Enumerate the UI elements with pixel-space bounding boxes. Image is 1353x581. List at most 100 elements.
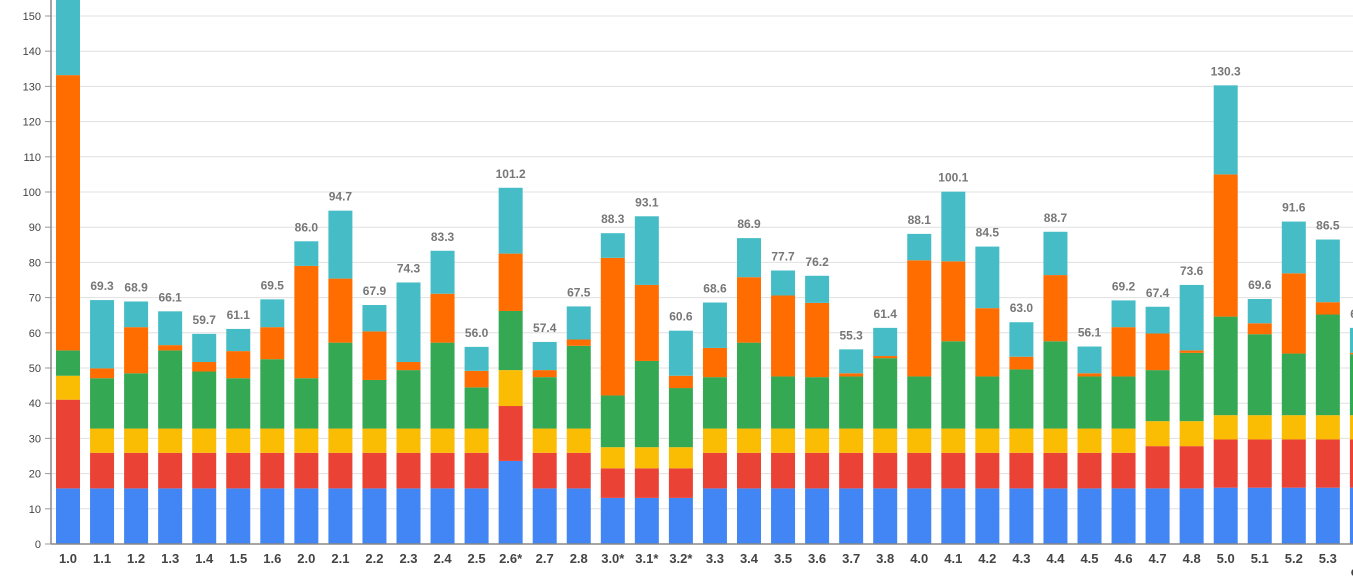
total-data-label: 86.0 xyxy=(295,220,319,234)
bar-segment-series-5 xyxy=(941,261,966,342)
total-data-label: 86.5 xyxy=(1316,219,1340,233)
bar-segment-series-3 xyxy=(158,428,183,453)
bar-segment-series-3 xyxy=(566,428,591,453)
bar-segment-series-3 xyxy=(430,428,455,453)
bar-segment-series-3 xyxy=(668,447,693,469)
bar-segment-series-2 xyxy=(668,468,693,498)
total-data-label: 130.3 xyxy=(1211,64,1241,78)
bar-segment-series-3 xyxy=(56,375,80,400)
bar-segment-series-4 xyxy=(430,342,455,429)
bar-segment-series-4 xyxy=(839,376,864,429)
bar-segment-series-2 xyxy=(805,452,830,489)
total-data-label: 83.3 xyxy=(431,230,455,244)
total-data-label: 68.6 xyxy=(703,282,727,296)
bar-segment-series-5 xyxy=(328,278,353,343)
x-tick-label: 2.6* xyxy=(499,551,523,566)
bar-segment-series-2 xyxy=(362,452,387,489)
bar-segment-series-4 xyxy=(124,373,149,429)
bar-segment-series-6 xyxy=(1043,231,1068,276)
total-data-label: 77.7 xyxy=(771,249,795,263)
bar-segment-series-4 xyxy=(634,360,659,448)
bar-segment-series-1 xyxy=(56,488,80,544)
bar-segment-series-1 xyxy=(396,488,421,544)
y-tick-label: 100 xyxy=(23,187,41,199)
bar-segment-series-6 xyxy=(1077,346,1102,374)
bar-segment-series-4 xyxy=(975,376,1000,429)
bar-segment-series-2 xyxy=(260,452,285,489)
bar-segment-series-1 xyxy=(158,488,183,544)
x-tick-label: 1.5 xyxy=(229,551,247,566)
bar-segment-series-4 xyxy=(600,395,625,448)
x-tick-label: 4.6 xyxy=(1115,551,1133,566)
bar-segment-series-6 xyxy=(158,311,183,346)
x-tick-label: 5.1 xyxy=(1251,551,1269,566)
bar-segment-series-1 xyxy=(1145,488,1170,544)
total-data-label: 60.6 xyxy=(669,310,693,324)
bar-segment-series-5 xyxy=(1077,373,1102,377)
bar-segment-series-6 xyxy=(873,327,898,357)
bar-segment-series-1 xyxy=(634,497,659,544)
bar-segment-series-2 xyxy=(1043,452,1068,489)
bar-segment-series-5 xyxy=(1247,323,1272,335)
x-tick-label: 2.1 xyxy=(331,551,349,566)
bar-segment-series-3 xyxy=(737,428,761,453)
x-tick-label: 5.0 xyxy=(1217,551,1235,566)
bar-segment-series-5 xyxy=(90,368,115,379)
bar-segment-series-6 xyxy=(1111,300,1136,328)
bar-segment-series-2 xyxy=(498,406,523,461)
x-tick-label: 4.2 xyxy=(978,551,996,566)
bar-segment-series-2 xyxy=(873,452,898,489)
bar-segment-series-6 xyxy=(464,346,489,371)
bar-segment-series-6 xyxy=(1179,284,1204,351)
total-data-label: 88.3 xyxy=(601,212,625,226)
data-labels: 69.3 68.9 66.1 59.7 61.1 69.5 86.0 94.7 67.9 74.3… xyxy=(90,64,1353,342)
bar-segment-series-6 xyxy=(124,301,149,328)
total-data-label: 66.1 xyxy=(158,290,182,304)
bar-segment-series-3 xyxy=(192,428,217,453)
bar-segment-series-5 xyxy=(158,345,183,351)
bar-segment-series-2 xyxy=(1077,452,1102,489)
bar-segment-series-3 xyxy=(226,428,251,453)
bar-segment-series-3 xyxy=(1315,415,1340,440)
bar-segment-series-3 xyxy=(702,428,727,453)
bar-segment-series-2 xyxy=(907,452,932,489)
bar-segment-series-1 xyxy=(1043,488,1068,544)
bar-segment-series-2 xyxy=(124,452,149,489)
bar-segment-series-5 xyxy=(532,370,557,378)
bar-segment-series-4 xyxy=(294,378,319,429)
bar-segment-series-2 xyxy=(941,452,966,489)
bar-segment-series-6 xyxy=(1213,85,1238,175)
bar-segment-series-2 xyxy=(226,452,251,489)
bar-segment-series-1 xyxy=(566,488,591,544)
total-data-label: 67.9 xyxy=(363,284,387,298)
bar-segment-series-4 xyxy=(1247,334,1272,416)
y-tick-label: 150 xyxy=(23,11,41,23)
bar-segment-series-1 xyxy=(771,488,796,544)
bar-segment-series-6 xyxy=(566,306,591,340)
bar-segment-series-4 xyxy=(1179,352,1204,422)
bar-segment-series-5 xyxy=(737,277,761,343)
bar-segment-series-2 xyxy=(566,452,591,489)
y-tick-label: 50 xyxy=(29,363,41,375)
bar-segment-series-2 xyxy=(737,452,761,489)
bar-segment-series-4 xyxy=(1077,376,1102,429)
bar-segment-series-3 xyxy=(1281,415,1306,440)
bar-segment-series-5 xyxy=(1043,275,1068,342)
bar-segment-series-3 xyxy=(1247,415,1272,440)
bar-segment-series-1 xyxy=(737,488,761,544)
y-tick-label: 40 xyxy=(29,398,41,410)
total-data-label: 57.4 xyxy=(533,321,557,335)
bar-segment-series-3 xyxy=(328,428,353,453)
x-tick-label: 4.0 xyxy=(910,551,928,566)
bar-segment-series-5 xyxy=(430,293,455,343)
x-axis: 1.0 1.1 1.2 1.3 1.4 1.5 1.6 2.0 2.1 2.2 2.3 2.4 2.5 2… xyxy=(51,543,1353,579)
total-data-label: 88.1 xyxy=(908,213,932,227)
total-data-label: 91.6 xyxy=(1282,201,1306,215)
bar-segment-series-3 xyxy=(975,428,1000,453)
bar-segment-series-1 xyxy=(702,488,727,544)
bar-segment-series-4 xyxy=(737,342,761,429)
bar-segment-series-4 xyxy=(362,379,387,429)
bar-segment-series-5 xyxy=(260,327,285,360)
bar-segment-series-3 xyxy=(260,428,285,453)
bar-segment-series-1 xyxy=(1281,487,1306,544)
